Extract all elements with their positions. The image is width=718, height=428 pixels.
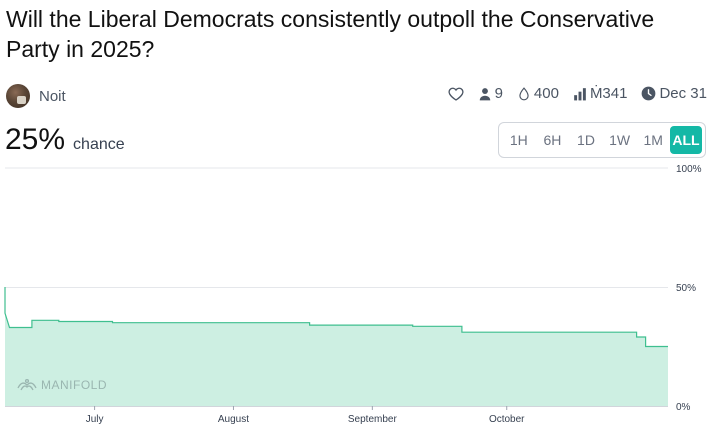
liquidity-amount: 400	[533, 85, 559, 102]
author-name[interactable]: Noit	[39, 87, 66, 105]
heart-icon[interactable]	[448, 86, 464, 102]
manifold-logo-icon	[17, 378, 37, 391]
y-tick-label: 100%	[676, 164, 702, 175]
manifold-watermark: MANIFOLD	[17, 378, 107, 392]
y-tick-label: 0%	[676, 402, 691, 413]
probability-display: 25% chance	[5, 123, 125, 157]
like-button[interactable]	[448, 86, 464, 102]
probability-chart[interactable]: 100% 50% 0% July August September October	[0, 160, 718, 428]
bar-chart-icon	[574, 87, 586, 100]
close-date-stat[interactable]: Dec 31	[641, 85, 707, 102]
range-1h-button[interactable]: 1H	[509, 132, 528, 148]
volume-stat[interactable]: Ṁ341	[573, 85, 628, 102]
chart-area-layer	[4, 287, 668, 406]
x-tick-label: July	[86, 414, 104, 425]
watermark-text: MANIFOLD	[41, 378, 108, 392]
x-tick-label: August	[218, 414, 249, 425]
time-range-selector: 1H 6H 1D 1W 1M ALL	[498, 122, 706, 158]
x-tick-label: October	[489, 414, 525, 425]
market-stats: 9 400 Ṁ341 Dec 31	[448, 85, 707, 102]
close-date: Dec 31	[659, 85, 707, 102]
range-6h-button[interactable]: 6H	[543, 132, 562, 148]
user-icon	[479, 87, 490, 100]
range-all-button[interactable]: ALL	[669, 126, 702, 154]
x-axis-ticks: July August September October	[86, 406, 525, 425]
traders-count: 9	[494, 85, 503, 102]
y-tick-label: 50%	[676, 283, 696, 294]
clock-icon	[642, 86, 656, 101]
traders-stat[interactable]: 9	[478, 85, 503, 102]
x-tick-label: September	[348, 414, 398, 425]
droplet-icon	[519, 86, 529, 100]
range-1w-button[interactable]: 1W	[609, 132, 631, 148]
range-1d-button[interactable]: 1D	[577, 132, 595, 148]
market-title: Will the Liberal Democrats consistently …	[6, 6, 655, 62]
author[interactable]: Noit	[6, 84, 66, 108]
probability-label: chance	[73, 136, 125, 153]
range-1m-button[interactable]: 1M	[643, 132, 663, 148]
liquidity-stat[interactable]: 400	[517, 85, 559, 102]
avatar[interactable]	[6, 84, 30, 108]
probability-line	[4, 287, 668, 348]
probability-value: 25%	[5, 123, 66, 156]
volume-amount: Ṁ341	[589, 85, 628, 102]
probability-area	[5, 287, 668, 406]
